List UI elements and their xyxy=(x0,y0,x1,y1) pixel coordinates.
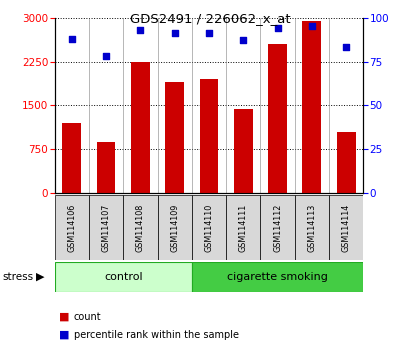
Text: GSM114111: GSM114111 xyxy=(239,203,248,252)
Point xyxy=(171,31,178,36)
Text: GSM114108: GSM114108 xyxy=(136,203,145,252)
Text: ▶: ▶ xyxy=(36,272,44,282)
Point xyxy=(343,45,349,50)
Text: ■: ■ xyxy=(59,330,69,339)
Text: GSM114114: GSM114114 xyxy=(341,203,351,252)
Text: GSM114113: GSM114113 xyxy=(307,203,316,252)
Text: percentile rank within the sample: percentile rank within the sample xyxy=(74,330,239,339)
Bar xyxy=(97,142,116,193)
Bar xyxy=(192,262,363,292)
Text: stress: stress xyxy=(2,272,33,282)
Bar xyxy=(268,44,287,193)
Bar xyxy=(131,62,150,193)
Bar xyxy=(260,195,295,260)
Bar xyxy=(89,195,123,260)
Text: GSM114107: GSM114107 xyxy=(102,203,110,252)
Text: GDS2491 / 226062_x_at: GDS2491 / 226062_x_at xyxy=(130,12,290,25)
Text: GSM114112: GSM114112 xyxy=(273,203,282,252)
Point xyxy=(274,25,281,31)
Bar xyxy=(158,195,192,260)
Point xyxy=(68,36,75,41)
Point xyxy=(102,53,109,59)
Bar xyxy=(226,195,260,260)
Bar xyxy=(55,262,192,292)
Text: GSM114109: GSM114109 xyxy=(170,203,179,252)
Point xyxy=(206,31,212,36)
Text: cigarette smoking: cigarette smoking xyxy=(227,272,328,282)
Text: count: count xyxy=(74,312,101,322)
Bar xyxy=(234,109,253,193)
Text: GSM114110: GSM114110 xyxy=(205,203,213,252)
Point xyxy=(308,24,315,29)
Bar xyxy=(62,123,81,193)
Bar xyxy=(55,195,89,260)
Bar xyxy=(337,132,356,193)
Bar xyxy=(295,195,329,260)
Bar xyxy=(192,195,226,260)
Bar xyxy=(165,82,184,193)
Bar xyxy=(329,195,363,260)
Bar xyxy=(302,21,321,193)
Text: control: control xyxy=(104,272,142,282)
Point xyxy=(240,38,247,43)
Point xyxy=(137,27,144,33)
Text: GSM114106: GSM114106 xyxy=(67,203,76,252)
Bar xyxy=(200,79,218,193)
Bar xyxy=(123,195,158,260)
Text: ■: ■ xyxy=(59,312,69,322)
